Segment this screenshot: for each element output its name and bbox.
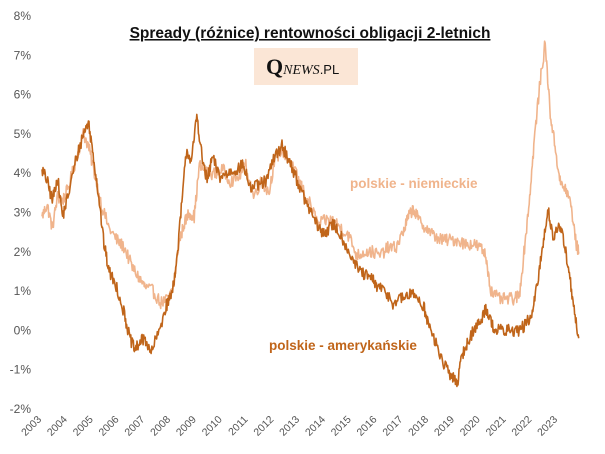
series-label-amerykanskie: polskie - amerykańskie: [269, 338, 417, 353]
x-tick-label: 2021: [484, 414, 509, 439]
y-tick-label: 1%: [14, 284, 32, 298]
y-tick-label: 6%: [14, 88, 32, 102]
x-tick-label: 2003: [19, 414, 44, 439]
y-tick-label: 3%: [14, 206, 32, 220]
x-tick-label: 2007: [122, 414, 147, 439]
logo-domain: .PL: [320, 62, 340, 77]
x-tick-label: 2011: [226, 414, 251, 439]
logo-name: NEWS: [282, 63, 320, 78]
logo-background: [254, 48, 358, 85]
x-tick-label: 2020: [458, 414, 483, 439]
y-tick-label: -1%: [10, 363, 32, 377]
x-tick-label: 2006: [97, 414, 122, 439]
series-layer: [41, 40, 580, 388]
x-tick-label: 2009: [174, 414, 199, 439]
y-axis: -2% -1% 0% 1% 2% 3% 4% 5% 6% 7% 8%: [10, 9, 32, 416]
logo-initial: Q: [266, 54, 283, 79]
x-tick-label: 2017: [380, 414, 405, 439]
series-line-niemieckie: [41, 40, 580, 310]
x-tick-label: 2016: [355, 414, 380, 439]
x-tick-label: 2005: [71, 414, 96, 439]
x-tick-label: 2014: [303, 414, 328, 439]
x-tick-label: 2022: [509, 414, 534, 439]
y-tick-label: 7%: [14, 48, 32, 62]
x-tick-label: 2019: [432, 414, 457, 439]
y-tick-label: -2%: [10, 402, 32, 416]
series-line-amerykanskie: [41, 113, 580, 388]
y-tick-label: 2%: [14, 245, 32, 259]
x-tick-label: 2023: [535, 414, 560, 439]
chart-title: Spready (różnice) rentowności obligacji …: [130, 25, 491, 42]
y-tick-label: 0%: [14, 323, 32, 337]
x-tick-label: 2013: [277, 414, 302, 439]
y-tick-label: 8%: [14, 9, 32, 23]
logo-text: QNEWS.PL: [266, 54, 339, 79]
logo: QNEWS.PL: [254, 48, 358, 85]
x-tick-label: 2018: [406, 414, 431, 439]
series-label-niemieckie: polskie - niemieckie: [350, 176, 478, 191]
x-tick-label: 2010: [200, 414, 225, 439]
x-tick-label: 2008: [148, 414, 173, 439]
x-tick-label: 2004: [45, 414, 70, 439]
x-tick-label: 2012: [251, 414, 276, 439]
y-tick-label: 4%: [14, 166, 32, 180]
y-tick-label: 5%: [14, 127, 32, 141]
x-axis: 2003 2004 2005 2006 2007 2008 2009 2010 2011 2012…: [19, 414, 560, 439]
x-tick-label: 2015: [329, 414, 354, 439]
